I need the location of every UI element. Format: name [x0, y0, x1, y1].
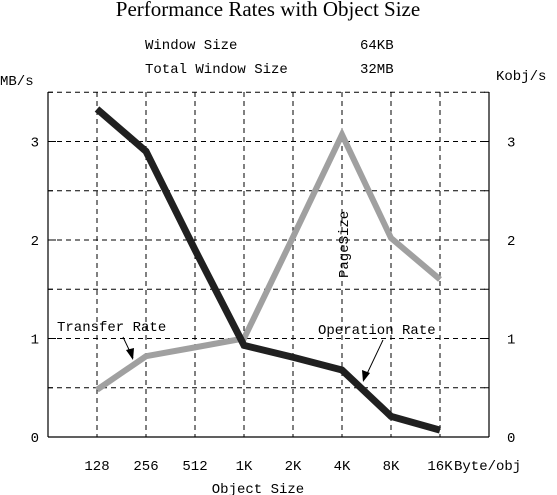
- y-tick-label-left: 1: [31, 333, 39, 349]
- grid-lines: [48, 91, 489, 437]
- x-tick-label: 4K: [334, 459, 351, 475]
- y-tick-label-right: 1: [507, 333, 515, 349]
- transfer-rate-label: Transfer Rate: [57, 320, 166, 336]
- operation-rate-arrowhead: [362, 370, 370, 382]
- transfer-rate-annotation: Transfer Rate: [57, 320, 166, 360]
- tick-labels: 0 0 1 1 2 2 3 3 128 256 512 1K 2K 4K 8K 16K: [31, 136, 516, 476]
- x-unit-label: Byte/obj: [454, 459, 521, 475]
- x-tick-label: 512: [182, 459, 207, 475]
- x-axis-label: Object Size: [212, 482, 304, 495]
- transfer-rate-arrowhead: [126, 348, 134, 360]
- x-tick-label: 256: [133, 459, 158, 475]
- operation-rate-annotation: Operation Rate: [318, 323, 436, 382]
- x-tick-label: 16K: [427, 459, 453, 475]
- pagesize-annotation: PageSize: [337, 211, 353, 278]
- total-window-size-value: 32MB: [360, 62, 394, 78]
- x-tick-label: 2K: [285, 459, 302, 475]
- series-lines: [94, 106, 442, 434]
- transfer-rate-line: [95, 127, 442, 393]
- y-tick-label-left: 3: [31, 136, 39, 152]
- y-tick-label-left: 2: [31, 234, 39, 250]
- operation-rate-label: Operation Rate: [318, 323, 436, 339]
- x-tick-label: 8K: [383, 459, 400, 475]
- y-tick-label-right: 0: [507, 431, 515, 447]
- x-tick-label: 128: [84, 459, 109, 475]
- window-size-label: Window Size: [145, 38, 237, 54]
- window-size-value: 64KB: [360, 38, 394, 54]
- y-tick-label-right: 2: [507, 234, 515, 250]
- axes: [47, 91, 490, 438]
- y-tick-label-left: 0: [31, 431, 39, 447]
- chart-title: Performance Rates with Object Size: [116, 0, 420, 21]
- y-axis-right-label: Kobj/s: [496, 69, 546, 85]
- operation-rate-pointer: [364, 339, 384, 379]
- y-axis-left-label: MB/s: [0, 74, 34, 90]
- y-tick-label-right: 3: [507, 136, 515, 152]
- x-tick-label: 1K: [236, 459, 253, 475]
- total-window-size-label: Total Window Size: [145, 62, 288, 78]
- operation-rate-line: [94, 106, 441, 434]
